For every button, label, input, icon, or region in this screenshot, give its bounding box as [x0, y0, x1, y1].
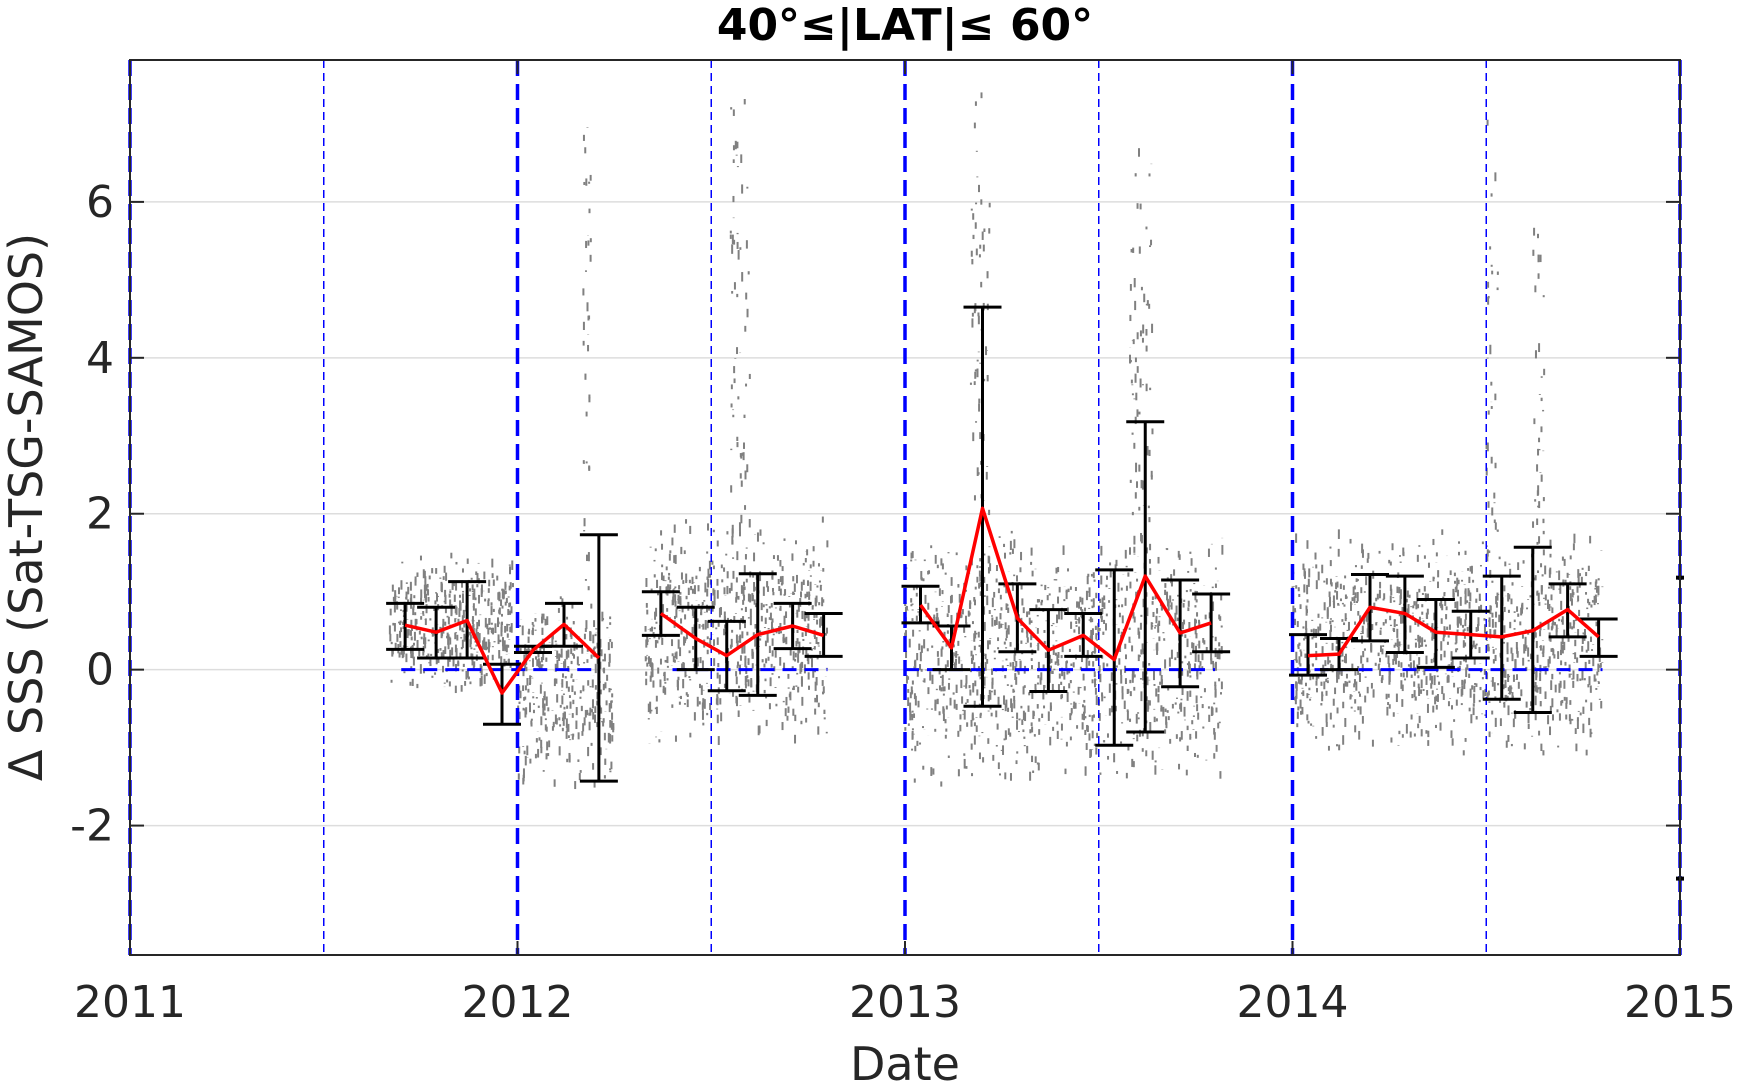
mean-line-series: [659, 612, 825, 658]
scatter-cluster: [729, 98, 751, 687]
chart-title: 40°≤|LAT|≤ 60°: [717, 0, 1093, 51]
x-tick-label: 2011: [74, 977, 186, 1028]
mean-line-series: [404, 618, 601, 695]
mean-line: [404, 506, 1600, 695]
x-tick-label: 2012: [462, 977, 574, 1028]
error-bar: [641, 590, 680, 637]
scatter-cluster: [582, 127, 592, 652]
scatter-cluster: [388, 552, 514, 694]
y-tick-label: -2: [70, 801, 114, 852]
x-axis-label: Date: [850, 1037, 960, 1087]
y-tick-label: 2: [86, 489, 114, 540]
mean-line-series: [919, 506, 1212, 662]
scatter-cluster: [1128, 148, 1154, 689]
scatter-cluster: [1532, 227, 1546, 606]
y-tick-label: 6: [86, 177, 114, 228]
error-bar: [1579, 617, 1618, 658]
tick-labels: 2011 2012 2013 2014 2015 -2 0 2 4 6: [70, 177, 1736, 1028]
error-bar: [1192, 592, 1231, 654]
y-tick-label: 4: [86, 333, 114, 384]
x-tick-label: 2013: [849, 977, 961, 1028]
mean-line-series: [1307, 605, 1600, 658]
y-tick-label: 0: [86, 645, 114, 696]
scatter-cluster: [904, 530, 1224, 787]
x-tick-label: 2014: [1237, 977, 1349, 1028]
y-axis-label: Δ SSS (Sat-TSG-SAMOS): [0, 233, 53, 781]
axis-ticks: [129, 60, 1681, 955]
scatter-points: [388, 92, 1604, 790]
x-tick-label: 2015: [1624, 977, 1736, 1028]
